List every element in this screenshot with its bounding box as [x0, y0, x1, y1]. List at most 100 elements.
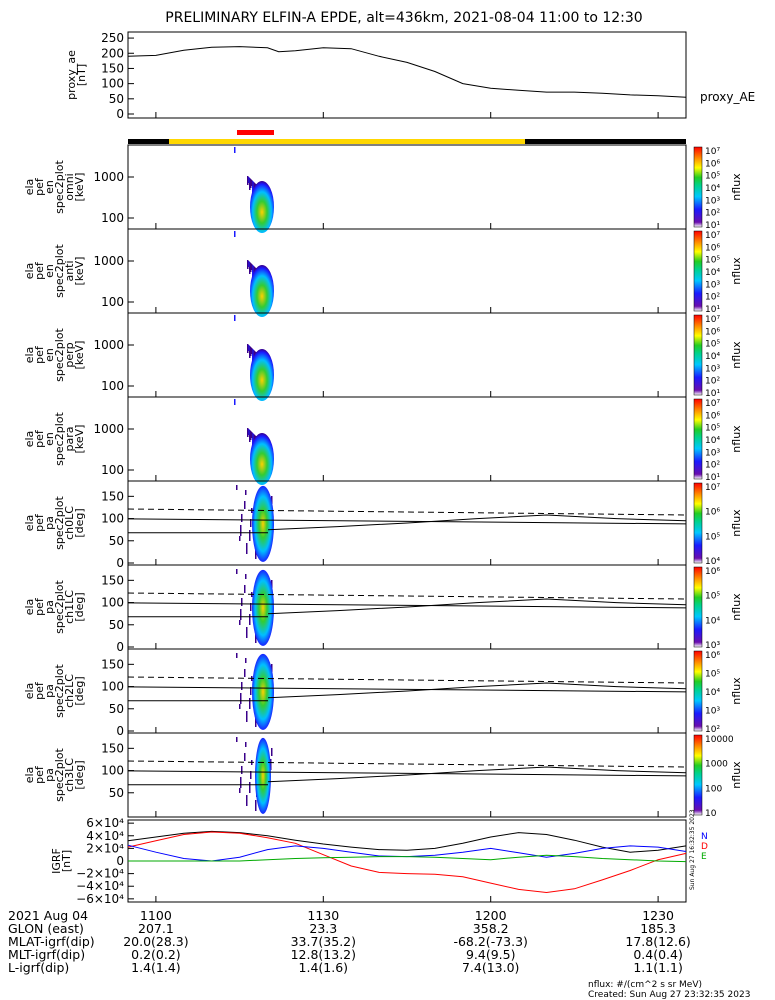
flux-speckle: [249, 782, 251, 793]
flux-speckle: [245, 490, 247, 495]
footer-time-label: 1100: [140, 908, 172, 923]
loss-cone-dashed: [127, 760, 687, 768]
spec-ylabel-line: para: [63, 427, 76, 452]
pa-ylabel-line: spec2plot: [53, 496, 66, 550]
spectrogram-frame: [127, 312, 687, 398]
pa-ytick-label: 0: [116, 640, 124, 654]
colorbar-tick-label: 10⁴: [705, 352, 720, 362]
colorbar-p2: [693, 650, 703, 732]
flux-speckle: [250, 771, 252, 779]
flux-speckle: [248, 177, 250, 183]
flux-speckle: [245, 742, 247, 747]
footer-time-label: 1230: [642, 908, 674, 923]
colorbar-tick-label: 10¹: [705, 473, 720, 483]
flux-speckle: [244, 501, 246, 509]
pa-ylabel-line: spec2plot: [53, 580, 66, 634]
colorbar-tick-label: 10⁷: [705, 483, 720, 493]
flux-speckle: [254, 267, 256, 273]
colorbar-tick-label: 10²: [705, 377, 720, 387]
flux-blob: [252, 485, 274, 562]
flux-speckle: [247, 176, 249, 185]
colorbar-tick-label: 10²: [705, 725, 720, 735]
footer-value: 12.8(13.2): [291, 947, 356, 962]
pa-frame: [127, 732, 687, 818]
flux-speckle: [254, 183, 256, 189]
colorbar-unit-label: nflux: [730, 341, 743, 369]
colorbar-tick-label: 10¹: [705, 305, 720, 315]
spec-ylabel-line: spec2plot: [53, 412, 66, 466]
flux-speckle: [250, 179, 252, 188]
spec-ylabel-line: pef: [33, 429, 46, 448]
flux-speckle: [241, 682, 243, 690]
flux-speckle: [239, 620, 241, 625]
igrf-lines: [127, 830, 687, 894]
colorbar-tick-label: 10⁷: [705, 147, 720, 157]
colorbar-unit-label: nflux: [730, 257, 743, 285]
flux-speckle: [252, 349, 254, 361]
igrf-ytick-label: 0: [116, 854, 124, 868]
igrf-ylabel: IGRF[nT]: [50, 848, 73, 874]
pa-ytick-label: 50: [109, 618, 124, 632]
colorbar-unit-label: nflux: [730, 593, 743, 621]
flux-speckle: [246, 795, 248, 806]
flux-speckle: [252, 433, 254, 445]
status-bar-black-right: [525, 139, 686, 144]
loss-cone-dashed: [127, 508, 687, 516]
pa-ylabel-line: [deg]: [73, 760, 86, 789]
colorbar-s1: [693, 230, 703, 312]
colorbar-tick-label: 10⁵: [705, 340, 720, 350]
pa-loss-cone-trace: [267, 682, 687, 699]
time-axis-ticks: [155, 112, 659, 902]
colorbar-tick-label: 10⁵: [705, 424, 720, 434]
colorbar-tick-label: 10²: [705, 293, 720, 303]
colorbar-tick-label: 10⁵: [705, 592, 720, 602]
footer-row-label: MLAT-igrf(dip): [8, 934, 95, 949]
spec-ytick-label: 1000: [93, 170, 124, 184]
colorbar-tick-label: 100: [705, 784, 722, 794]
flux-speckle: [250, 603, 252, 611]
igrf-legend-d: D: [701, 842, 708, 852]
flux-speckle: [271, 664, 273, 672]
igrf-legend-e: E: [701, 852, 707, 862]
footer-value: 1.4(1.4): [131, 960, 181, 975]
flux-speckle: [251, 180, 253, 186]
flux-speckle: [247, 260, 249, 269]
spec-ytick-label: 1000: [93, 422, 124, 436]
spec-ylabel-line: ela: [23, 263, 36, 280]
flux-speckle: [255, 800, 257, 811]
colorbar-tick-label: 10⁶: [705, 508, 720, 518]
footer-value: 9.4(9.5): [466, 947, 516, 962]
ae-ytick-label: 0: [116, 107, 124, 121]
units-note: nflux: #/(cm^2 s sr MeV): [588, 980, 702, 990]
flux-speckle: [236, 485, 238, 490]
flux-speckle: [240, 609, 242, 620]
pa-ylabel-line: ela: [23, 599, 36, 616]
flux-blob: [250, 265, 274, 317]
footer-value: 0.4(0.4): [633, 947, 683, 962]
flux-speckle: [234, 147, 236, 153]
flux-speckle: [241, 514, 243, 522]
flux-speckle: [248, 429, 250, 435]
flux-speckle: [246, 543, 248, 554]
pa-ytick-label: 100: [101, 764, 124, 778]
flux-speckle: [236, 569, 238, 574]
footer-value: -68.2(-73.3): [453, 934, 527, 949]
igrf-ytick-label: −6×10⁴: [76, 892, 124, 906]
colorbar-tick-label: 10⁶: [705, 243, 720, 253]
pa-ylabel-line: pef: [33, 597, 46, 616]
pa-ylabel-line: pef: [33, 765, 46, 784]
spec-ylabel-line: en: [43, 180, 56, 194]
colorbar-tick-label: 10⁶: [705, 651, 720, 661]
flux-speckle: [251, 348, 253, 354]
igrf-ylabel-line: IGRF: [50, 848, 63, 874]
flux-speckle: [244, 585, 246, 593]
ae-ytick-label: 50: [109, 92, 124, 106]
footer-value: 0.2(0.2): [131, 947, 181, 962]
colorbar-unit-label: nflux: [730, 509, 743, 537]
flux-speckle: [248, 345, 250, 351]
spec-ylabel-line: [keV]: [73, 341, 86, 370]
